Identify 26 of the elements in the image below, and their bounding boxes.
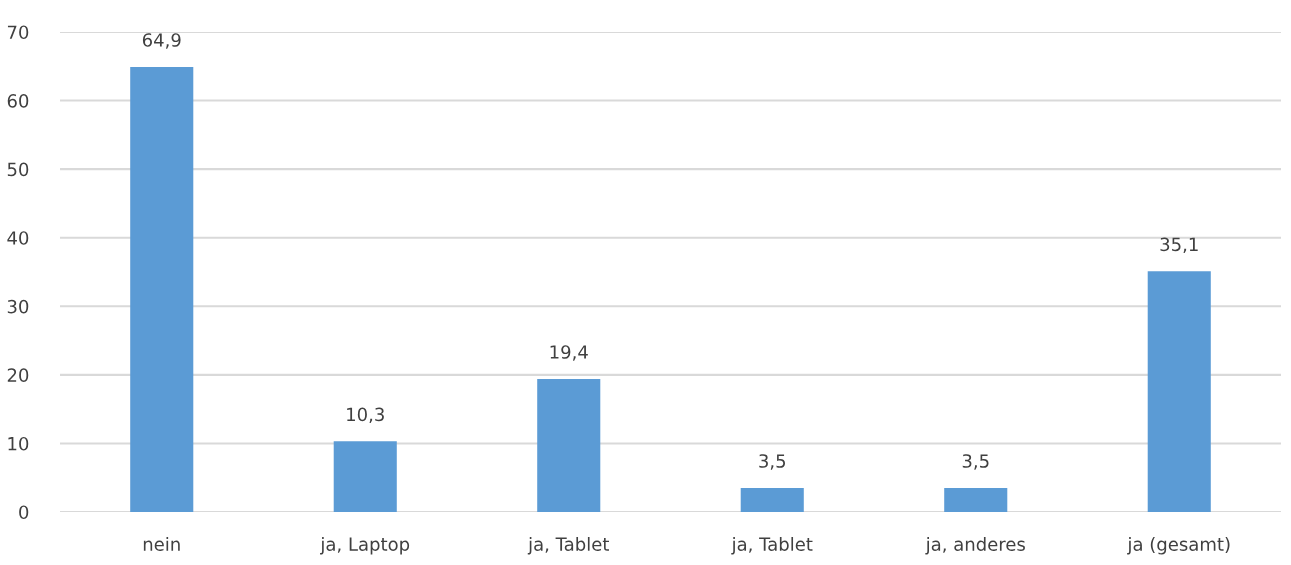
data-label: 19,4: [550, 345, 588, 361]
y-tick-label: 0: [19, 505, 29, 520]
data-label: 10,3: [347, 407, 384, 424]
data-label: 3,5: [759, 454, 786, 470]
x-tick-label: ja, Laptop: [320, 537, 410, 555]
data-label: 64,9: [142, 33, 181, 49]
bar: [130, 66, 194, 512]
bar: [740, 488, 804, 512]
y-tick-label: 30: [7, 299, 29, 314]
data-label: 3,5: [962, 454, 989, 470]
bar: [537, 378, 601, 512]
y-tick-label: 40: [7, 231, 29, 245]
y-tick-label: 60: [7, 94, 29, 108]
x-tick-label: ja (gesamt): [1127, 537, 1230, 555]
y-tick-label: 10: [8, 436, 29, 451]
x-tick-label: ja, Tablet: [731, 537, 813, 555]
bar: [333, 441, 397, 512]
bar: [1147, 271, 1211, 512]
x-tick-label: nein: [143, 537, 180, 551]
y-tick-label: 70: [7, 25, 29, 40]
y-tick-label: 20: [7, 368, 29, 382]
x-tick-label: ja, Tablet: [527, 537, 609, 555]
bar: [944, 488, 1008, 512]
y-tick-label: 50: [7, 162, 29, 177]
x-tick-label: ja, anderes: [925, 537, 1025, 555]
data-label: 35,1: [1160, 237, 1198, 253]
